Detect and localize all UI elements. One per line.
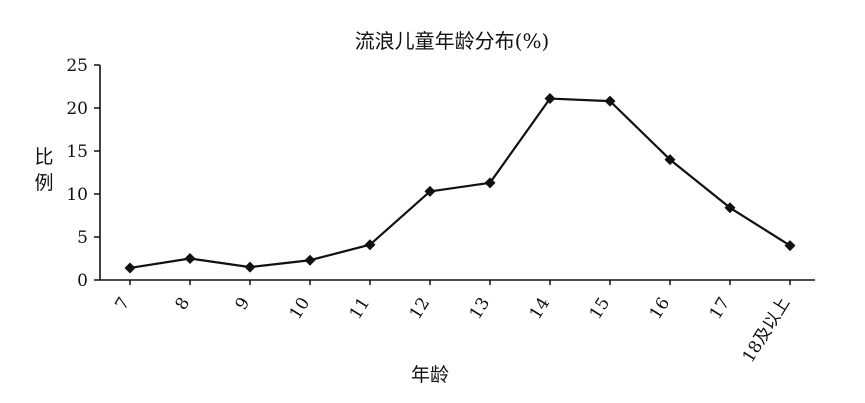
- x-tick-label: 11: [346, 294, 374, 323]
- y-tick-label: 0: [77, 271, 88, 291]
- y-axis-label: 比例: [34, 146, 53, 194]
- data-point-marker: [484, 177, 496, 189]
- x-tick-label: 7: [112, 294, 135, 314]
- x-tick-label: 17: [706, 294, 734, 323]
- x-tick-label: 8: [172, 294, 195, 314]
- x-tick-label: 13: [466, 294, 494, 323]
- y-tick-label: 5: [77, 228, 88, 248]
- data-point-marker: [244, 261, 256, 273]
- data-point-marker: [724, 202, 736, 214]
- x-tick-label: 15: [586, 294, 614, 323]
- data-point-marker: [124, 262, 136, 274]
- y-tick-label: 25: [66, 56, 88, 76]
- x-tick-label: 18及以上: [739, 294, 794, 366]
- y-axis-label-char: 比: [34, 146, 53, 168]
- data-point-marker: [604, 95, 616, 107]
- y-tick-label: 10: [66, 185, 88, 205]
- y-tick-label: 15: [66, 142, 88, 162]
- x-tick-label: 12: [406, 294, 434, 323]
- x-axis-ticks: 7 8 9 10 11 12 13 14 15 16 17 18及以上: [112, 280, 794, 366]
- series-markers: [124, 93, 796, 274]
- x-tick-label: 14: [526, 294, 554, 323]
- y-axis-label-char: 例: [34, 172, 53, 194]
- data-point-marker: [364, 239, 376, 251]
- x-axis-label: 年龄: [411, 364, 449, 386]
- chart-title: 流浪儿童年龄分布(%): [355, 29, 550, 53]
- data-point-marker: [784, 240, 796, 252]
- x-tick-label: 10: [286, 294, 314, 323]
- data-point-marker: [304, 254, 316, 266]
- series-line: [129, 97, 791, 270]
- data-point-marker: [664, 154, 676, 166]
- x-tick-label: 16: [646, 294, 674, 323]
- data-point-marker: [424, 185, 436, 197]
- x-tick-label: 9: [232, 294, 255, 314]
- data-point-marker: [544, 93, 556, 105]
- data-point-marker: [184, 253, 196, 264]
- y-tick-label: 20: [66, 99, 88, 119]
- y-axis-ticks: 0 5 10 15 20 25: [66, 56, 100, 291]
